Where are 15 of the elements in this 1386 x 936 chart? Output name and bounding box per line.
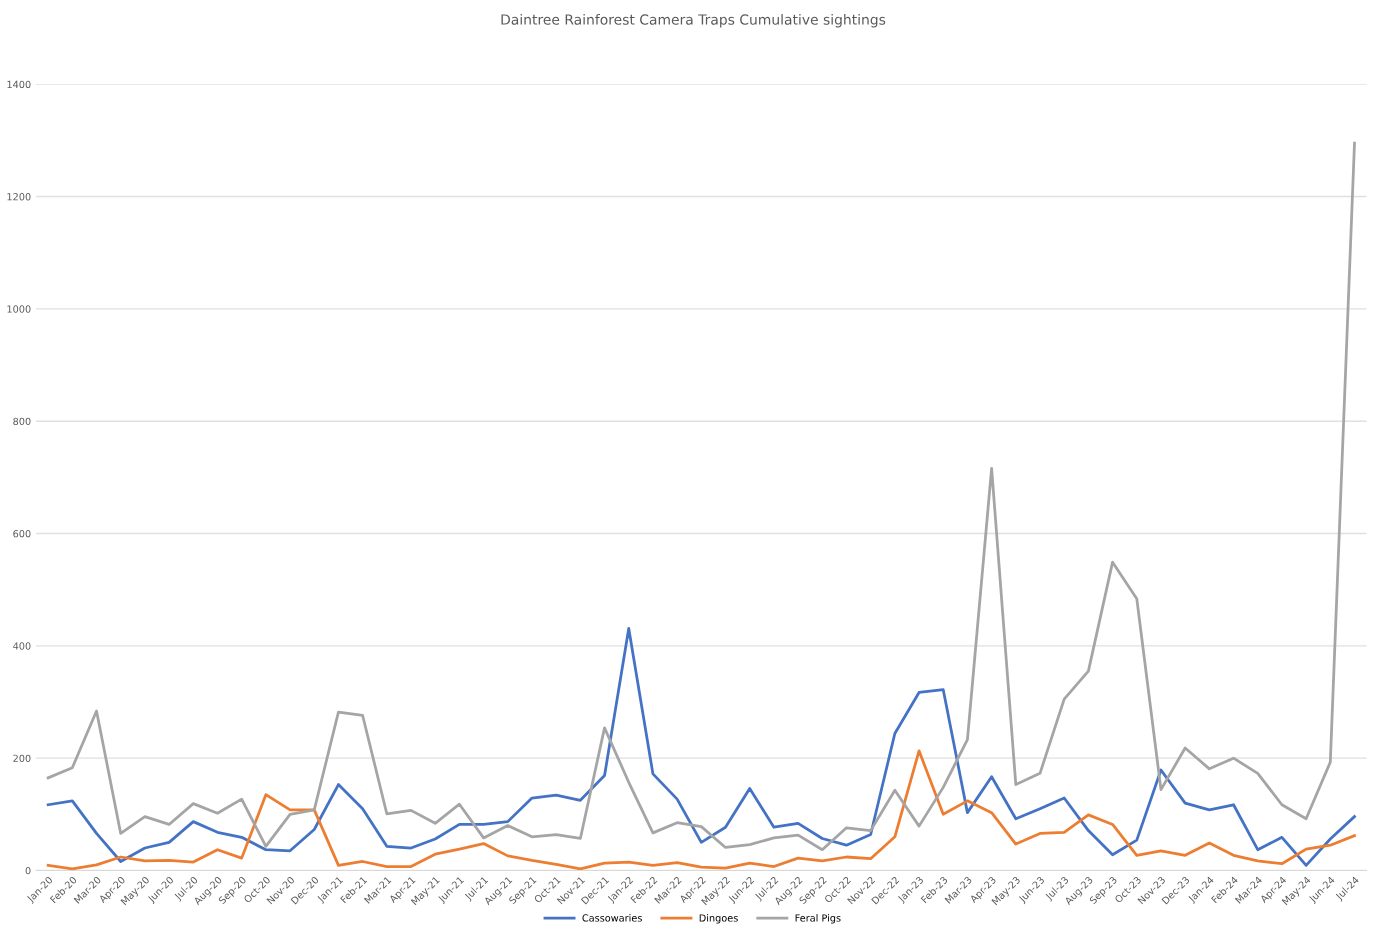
line-series [46, 141, 1356, 852]
legend-label: Feral Pigs [795, 914, 841, 924]
y-tick-label: 200 [13, 754, 31, 762]
y-tick-label: 800 [13, 417, 31, 426]
y-tick-label: 1000 [7, 305, 31, 313]
y-tick-label: 1200 [7, 193, 31, 201]
chart-title: Daintree Rainforest Camera Traps Cumulative sightings [501, 14, 886, 28]
line-series [46, 749, 1356, 871]
line-series [46, 627, 1356, 867]
y-tick-label: 1400 [7, 80, 31, 89]
legend-label: Dingoes [699, 914, 738, 924]
y-tick-label: 600 [13, 530, 31, 538]
y-tick-label: 400 [13, 642, 31, 650]
legend-label: Cassowaries [582, 914, 642, 922]
y-tick-label: 0 [25, 866, 31, 875]
